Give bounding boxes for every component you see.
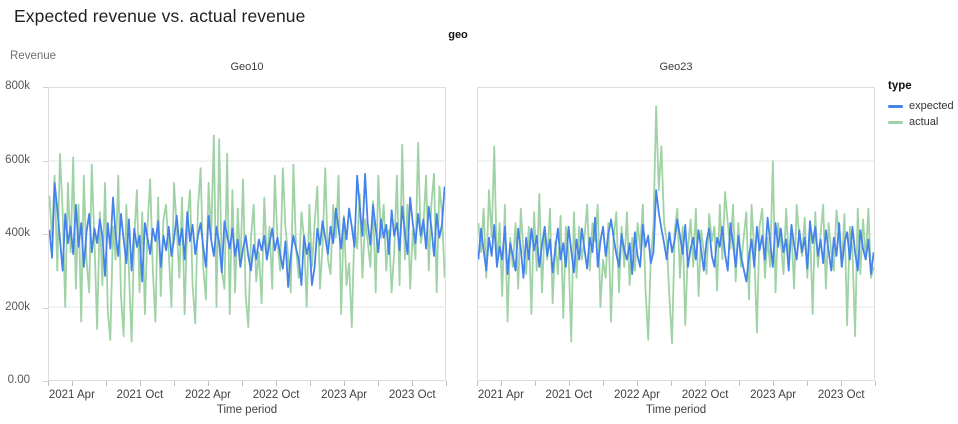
x-tick: [48, 381, 49, 386]
facet-title-geo23: Geo23: [659, 61, 693, 73]
x-tick-label: 2023 Oct: [388, 389, 436, 401]
x-tick: [705, 381, 707, 386]
legend-label-expected: expected: [909, 100, 954, 112]
x-tick: [841, 381, 843, 386]
x-tick-label: 2021 Oct: [116, 389, 164, 401]
facet-geo23: Geo23 2021 Apr 2021 Oct 2022 Apr 2022 Oct 20…: [477, 61, 876, 416]
x-tick: [344, 381, 346, 386]
y-tick-label: 200k: [5, 300, 30, 313]
x-tick: [174, 381, 176, 386]
x-tick: [670, 381, 672, 386]
x-tick: [806, 381, 808, 386]
x-tick: [446, 381, 447, 386]
y-tick-label: 600k: [5, 153, 30, 166]
x-tick: [208, 381, 209, 386]
y-tick-label: 0.00: [7, 374, 30, 386]
actual-line-swatch: [888, 120, 903, 124]
legend-title: type: [888, 80, 912, 92]
facet-geo10: Geo10 2021 Apr 2021 Oct 2022 Apr 2022 Oct 20…: [48, 61, 447, 416]
y-tick-label: 800k: [5, 80, 30, 92]
y-tick: [43, 87, 48, 88]
x-tick: [377, 381, 379, 386]
legend: type expected actual: [888, 80, 958, 130]
expected-line-swatch: [888, 104, 903, 108]
x-tick: [535, 381, 537, 386]
x-tick-label: 2021 Oct: [545, 389, 593, 401]
legend-item-expected[interactable]: expected: [888, 98, 958, 114]
plot-area-geo23[interactable]: [477, 87, 875, 381]
y-tick: [43, 307, 48, 309]
y-axis-title: Revenue: [10, 50, 57, 62]
x-tick: [568, 381, 570, 386]
x-tick: [773, 381, 775, 386]
x-tick: [637, 381, 638, 386]
x-tick-label: 2022 Oct: [681, 389, 729, 401]
actual-line[interactable]: [49, 134, 445, 343]
expected-line[interactable]: [49, 172, 445, 288]
x-tick-label: 2023 Apr: [750, 389, 797, 401]
facet-title-geo10: Geo10: [230, 61, 264, 73]
x-tick: [241, 381, 243, 386]
x-tick: [139, 381, 141, 386]
y-tick: [43, 381, 48, 382]
x-tick-label: 2022 Oct: [252, 389, 300, 401]
x-tick: [477, 381, 478, 386]
x-tick-label: 2023 Apr: [321, 389, 368, 401]
expected-line[interactable]: [478, 189, 874, 283]
x-axis-title-geo10: Time period: [216, 404, 278, 416]
plot-area-geo10[interactable]: [48, 87, 446, 381]
x-tick: [412, 381, 414, 386]
legend-item-actual[interactable]: actual: [888, 114, 958, 130]
x-tick: [875, 381, 876, 386]
x-tick: [71, 381, 73, 386]
legend-label-actual: actual: [909, 116, 939, 128]
x-tick: [276, 381, 278, 386]
x-tick-label: 2022 Apr: [613, 389, 661, 401]
y-tick: [43, 234, 48, 235]
x-axis-title-geo23: Time period: [645, 404, 707, 416]
facet-strip-label: geo: [448, 29, 468, 41]
chart-title: Expected revenue vs. actual revenue: [14, 6, 306, 26]
y-tick-label: 400k: [5, 227, 30, 239]
x-tick-label: 2022 Apr: [184, 389, 232, 401]
x-tick-label: 2021 Apr: [48, 389, 95, 401]
x-tick: [738, 381, 740, 386]
x-tick: [500, 381, 502, 386]
y-tick: [43, 160, 48, 162]
x-tick: [106, 381, 108, 386]
y-axis-tick-labels: 800k 600k 400k 200k 0.00: [0, 0, 48, 424]
x-tick-label: 2023 Oct: [817, 389, 865, 401]
x-tick: [603, 381, 605, 386]
x-tick: [309, 381, 311, 386]
x-tick-label: 2021 Apr: [477, 389, 524, 401]
